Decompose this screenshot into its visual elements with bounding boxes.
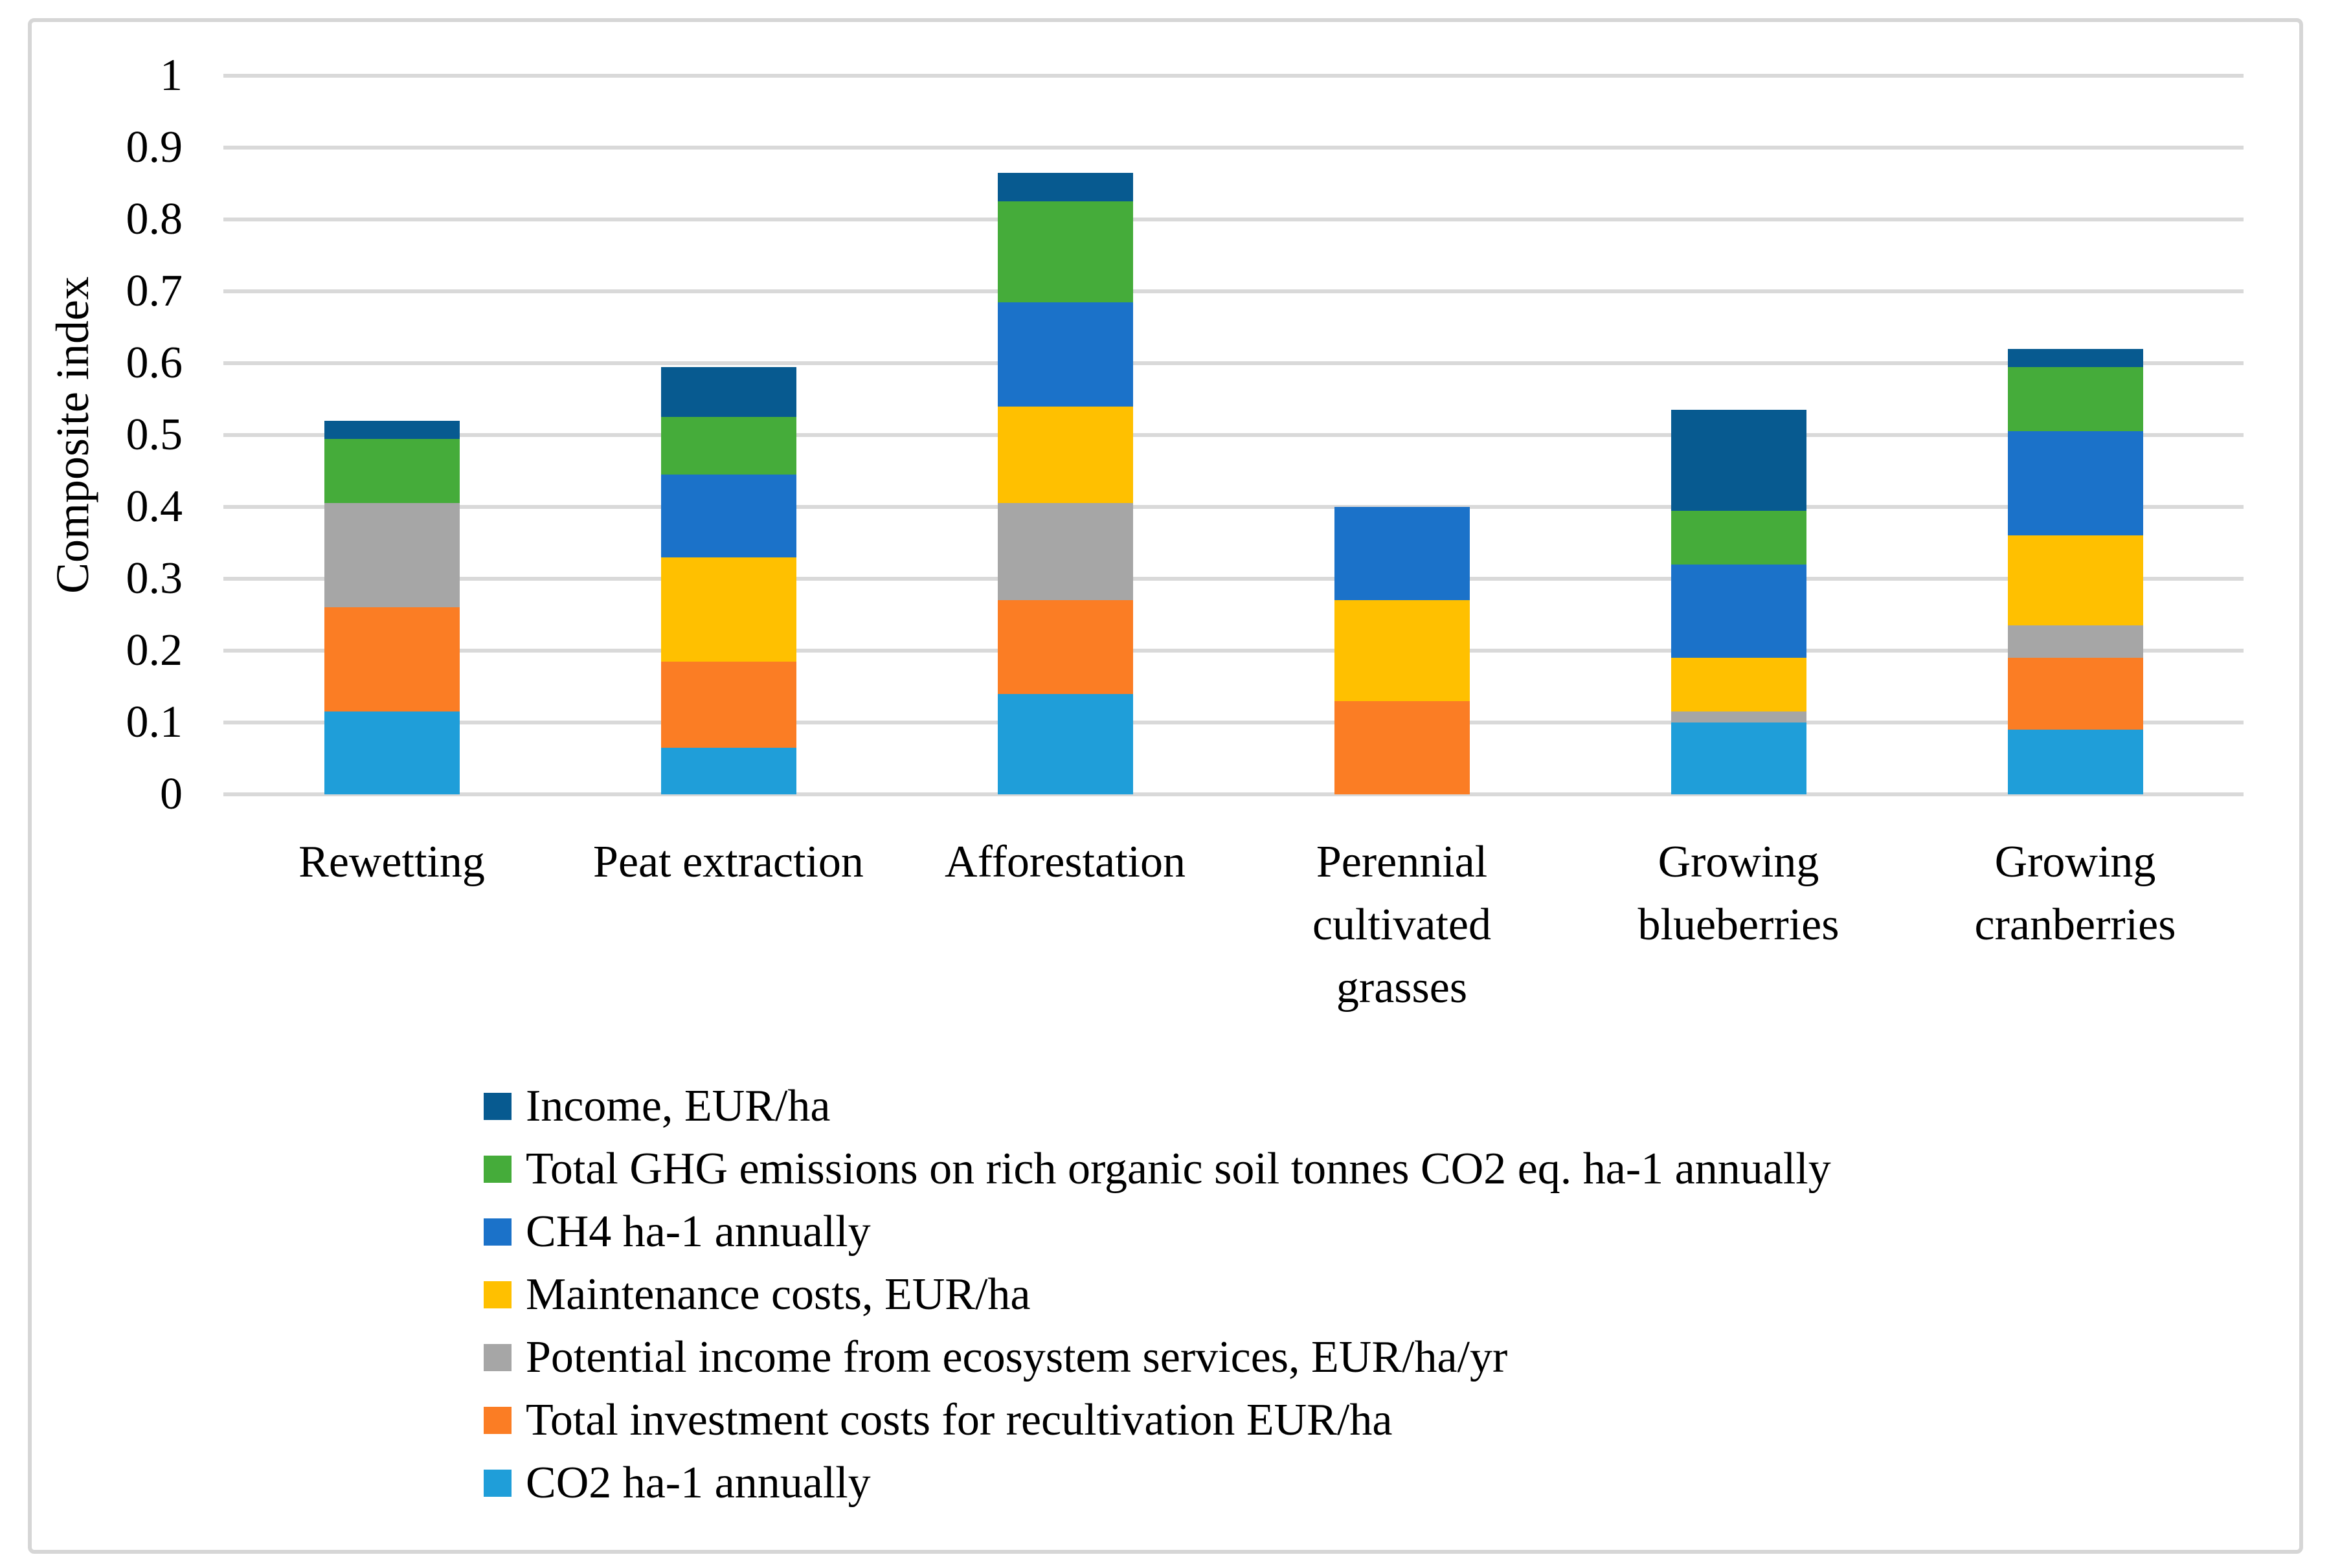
gridline <box>223 433 2244 437</box>
x-category-label: Growing cranberries <box>1974 837 2176 950</box>
bar-segment <box>324 711 460 794</box>
legend-label: Income, EUR/ha <box>526 1081 831 1131</box>
y-tick-label: 0 <box>160 769 183 819</box>
bar-segment <box>324 503 460 608</box>
legend-swatch <box>484 1469 512 1497</box>
bar-segment <box>660 475 796 557</box>
figure-frame <box>28 18 2303 1554</box>
x-category-label: Peat extraction <box>593 837 864 887</box>
bar-segment <box>997 693 1133 794</box>
bar-segment <box>997 406 1133 504</box>
x-category-label: Perennial cultivated grasses <box>1312 837 1491 1013</box>
bar-segment <box>324 420 460 439</box>
y-tick-label: 0.5 <box>126 410 183 460</box>
bar-segment <box>324 438 460 504</box>
legend-label: Maintenance costs, EUR/ha <box>526 1269 1031 1319</box>
gridline <box>223 577 2244 581</box>
bar-segment <box>997 600 1133 694</box>
legend-label: Total GHG emissions on rich organic soil… <box>526 1143 1831 1194</box>
bar-segment <box>660 557 796 662</box>
bar-segment <box>2007 535 2143 626</box>
legend-item: Potential income from ecosystem services… <box>484 1326 1831 1389</box>
bar-segment <box>1671 722 1806 794</box>
legend-label: Potential income from ecosystem services… <box>526 1332 1508 1382</box>
legend-swatch <box>484 1406 512 1434</box>
bar-segment <box>1334 507 1470 601</box>
gridline <box>223 505 2244 509</box>
bar-segment <box>1671 658 1806 712</box>
legend-item: CH4 ha-1 annually <box>484 1200 1831 1263</box>
legend-swatch <box>484 1155 512 1183</box>
gridline <box>223 218 2244 221</box>
bar-segment <box>2007 348 2143 367</box>
bar-segment <box>1671 711 1806 722</box>
y-tick-label: 0.4 <box>126 482 183 532</box>
x-category-label: Afforestation <box>945 837 1186 887</box>
bar-segment <box>2007 431 2143 536</box>
bar-segment <box>1334 600 1470 701</box>
y-tick-label: 0.1 <box>126 697 183 747</box>
bar-segment <box>660 747 796 794</box>
y-tick-label: 0.2 <box>126 625 183 675</box>
x-category-label: Growing blueberries <box>1637 837 1840 950</box>
bar-segment <box>2007 625 2143 658</box>
bar-segment <box>1671 410 1806 511</box>
bar-segment <box>2007 658 2143 730</box>
gridline <box>223 361 2244 365</box>
legend-item: Total investment costs for recultivation… <box>484 1389 1831 1451</box>
legend-label: Total investment costs for recultivation… <box>526 1394 1393 1445</box>
gridline <box>223 649 2244 653</box>
gridline <box>223 721 2244 724</box>
y-tick-label: 0.3 <box>126 554 183 603</box>
legend-item: Total GHG emissions on rich organic soil… <box>484 1137 1831 1200</box>
bar-segment <box>997 503 1133 601</box>
bar-segment <box>1671 510 1806 565</box>
y-tick-label: 0.8 <box>126 194 183 244</box>
y-tick-label: 0.9 <box>126 122 183 172</box>
bar-segment <box>1671 564 1806 658</box>
bar-segment <box>997 172 1133 202</box>
bar-segment <box>2007 730 2143 794</box>
x-category-label: Rewetting <box>298 837 485 887</box>
bar-segment <box>324 607 460 712</box>
y-tick-label: 1 <box>160 50 183 100</box>
legend-label: CO2 ha-1 annually <box>526 1457 871 1508</box>
bar-segment <box>660 661 796 748</box>
legend-swatch <box>484 1281 512 1308</box>
legend-swatch <box>484 1343 512 1371</box>
gridline <box>223 289 2244 293</box>
legend-item: Income, EUR/ha <box>484 1075 1831 1137</box>
y-tick-label: 0.7 <box>126 266 183 316</box>
legend-label: CH4 ha-1 annually <box>526 1206 871 1257</box>
legend-item: CO2 ha-1 annually <box>484 1451 1831 1514</box>
y-tick-label: 0.6 <box>126 338 183 388</box>
bar-segment <box>997 201 1133 302</box>
legend-item: Maintenance costs, EUR/ha <box>484 1263 1831 1326</box>
legend-swatch <box>484 1218 512 1246</box>
bar-segment <box>660 417 796 475</box>
y-axis-title: Composite index <box>47 276 98 594</box>
bar-segment <box>997 302 1133 407</box>
gridline <box>223 74 2244 78</box>
bar-segment <box>660 366 796 418</box>
bar-segment <box>1334 700 1470 794</box>
bar-segment <box>2007 366 2143 432</box>
legend: Income, EUR/ha Total GHG emissions on ric… <box>484 1075 1831 1514</box>
gridline <box>223 146 2244 150</box>
legend-swatch <box>484 1092 512 1120</box>
gridline <box>223 792 2244 796</box>
